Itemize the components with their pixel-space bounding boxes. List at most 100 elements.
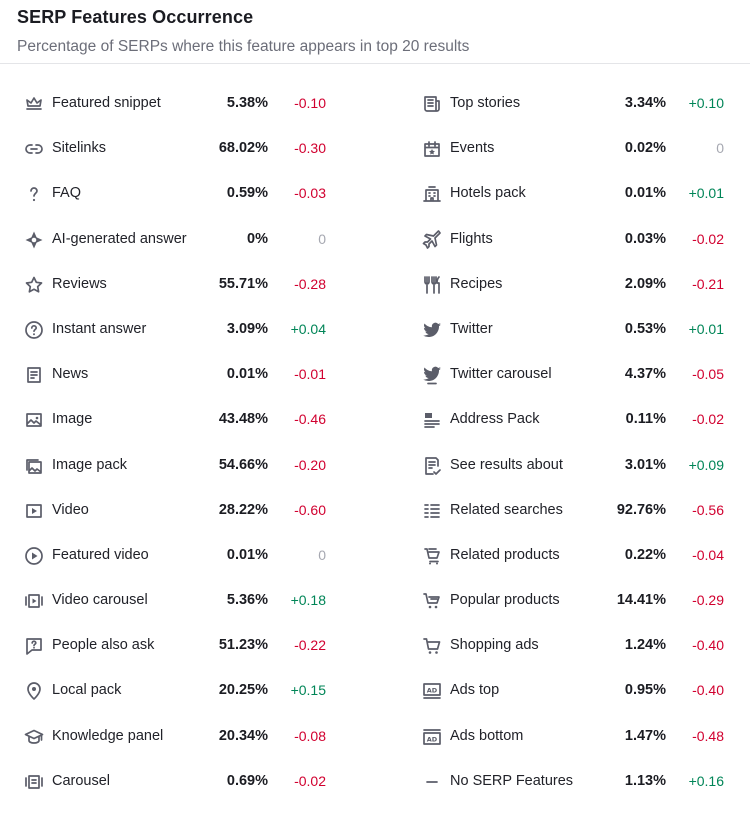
feature-row-ads-bottom: AD Ads bottom 1.47% -0.48 xyxy=(422,715,750,760)
feature-percentage: 43.48% xyxy=(218,411,268,428)
feature-row-news: News 0.01% -0.01 xyxy=(24,353,364,398)
feature-change: -0.56 xyxy=(692,501,724,518)
star-icon xyxy=(24,275,44,295)
results-about-icon xyxy=(422,456,442,476)
feature-name: Local pack xyxy=(52,682,122,699)
question-icon xyxy=(24,184,44,204)
feature-percentage: 55.71% xyxy=(218,275,268,292)
feature-row-ai-generated-answer: AI-generated answer 0% 0 xyxy=(24,218,364,263)
feature-name: Hotels pack xyxy=(450,185,526,202)
feature-percentage: 5.36% xyxy=(226,592,268,609)
feature-name: See results about xyxy=(450,456,563,473)
feature-change: -0.08 xyxy=(294,727,326,744)
feature-percentage: 5.38% xyxy=(226,95,268,111)
feature-name: Image xyxy=(52,411,93,428)
feature-percentage: 1.47% xyxy=(624,727,666,744)
feature-name: Instant answer xyxy=(52,320,147,337)
feature-percentage: 0.01% xyxy=(226,366,268,383)
feature-change: -0.10 xyxy=(294,95,326,111)
card-header: SERP Features Occurrence Percentage of S… xyxy=(0,0,750,64)
feature-row-events: Events 0.02% 0 xyxy=(422,127,750,172)
link-icon xyxy=(24,139,44,159)
feature-row-twitter-carousel: Twitter carousel 4.37% -0.05 xyxy=(422,353,750,398)
feature-change: +0.15 xyxy=(290,682,326,699)
feature-percentage: 2.09% xyxy=(624,275,666,292)
feature-name: Ads top xyxy=(450,682,500,699)
feature-row-reviews: Reviews 55.71% -0.28 xyxy=(24,263,364,308)
feature-row-related-products: Related products 0.22% -0.04 xyxy=(422,534,750,579)
newspaper-icon xyxy=(422,94,442,114)
feature-change: -0.46 xyxy=(294,411,326,428)
feature-percentage: 0.53% xyxy=(624,320,666,337)
feature-row-recipes: Recipes 2.09% -0.21 xyxy=(422,263,750,308)
list-icon xyxy=(422,501,442,521)
question-circle-icon xyxy=(24,320,44,340)
feature-row-carousel: Carousel 0.69% -0.02 xyxy=(24,760,364,805)
twitter-icon xyxy=(422,320,442,340)
feature-row-people-also-ask: People also ask 51.23% -0.22 xyxy=(24,624,364,669)
feature-change: +0.01 xyxy=(688,320,724,337)
feature-percentage: 3.34% xyxy=(624,95,666,111)
feature-change: -0.02 xyxy=(692,411,724,428)
feature-name: Twitter xyxy=(450,320,493,337)
feature-percentage: 0.02% xyxy=(624,140,666,157)
feature-change: +0.18 xyxy=(290,592,326,609)
feature-row-flights: Flights 0.03% -0.02 xyxy=(422,218,750,263)
features-column-right: Top stories 3.34% +0.10 Events 0.02% 0 Hotels … xyxy=(422,82,750,805)
card-subtitle: Percentage of SERPs where this feature a… xyxy=(17,38,470,55)
feature-percentage: 0.22% xyxy=(624,546,666,563)
feature-row-featured-snippet: Featured snippet 5.38% -0.10 xyxy=(24,82,364,127)
feature-name: Recipes xyxy=(450,275,503,292)
feature-change: -0.05 xyxy=(692,366,724,383)
feature-name: Shopping ads xyxy=(450,637,539,654)
feature-percentage: 0.59% xyxy=(226,185,268,202)
ads-bottom-icon: AD xyxy=(422,727,442,747)
feature-name: Knowledge panel xyxy=(52,727,164,744)
feature-row-see-results-about: See results about 3.01% +0.09 xyxy=(422,444,750,489)
feature-row-instant-answer: Instant answer 3.09% +0.04 xyxy=(24,308,364,353)
feature-change: +0.01 xyxy=(688,185,724,202)
feature-row-video-carousel: Video carousel 5.36% +0.18 xyxy=(24,579,364,624)
feature-row-popular-products: Popular products 14.41% -0.29 xyxy=(422,579,750,624)
feature-row-local-pack: Local pack 20.25% +0.15 xyxy=(24,669,364,714)
feature-row-shopping-ads: Shopping ads 1.24% -0.40 xyxy=(422,624,750,669)
feature-percentage: 1.24% xyxy=(624,637,666,654)
feature-change: -0.48 xyxy=(692,727,724,744)
image-pack-icon xyxy=(24,456,44,476)
feature-change: -0.40 xyxy=(692,637,724,654)
feature-percentage: 0.03% xyxy=(624,230,666,247)
feature-row-no-serp-features: No SERP Features 1.13% +0.16 xyxy=(422,760,750,805)
feature-change: 0 xyxy=(318,546,326,563)
calendar-icon xyxy=(422,139,442,159)
feature-percentage: 3.01% xyxy=(624,456,666,473)
feature-percentage: 4.37% xyxy=(624,366,666,383)
feature-name: Popular products xyxy=(450,592,560,609)
feature-row-top-stories: Top stories 3.34% +0.10 xyxy=(422,82,750,127)
feature-name: Address Pack xyxy=(450,411,540,428)
feature-change: -0.22 xyxy=(294,637,326,654)
feature-percentage: 54.66% xyxy=(218,456,268,473)
plane-icon xyxy=(422,229,442,250)
features-column-left: Featured snippet 5.38% -0.10 Sitelinks 68.02… xyxy=(24,82,364,805)
feature-name: Reviews xyxy=(52,275,107,292)
dash-icon xyxy=(422,772,442,792)
ads-top-icon: AD xyxy=(422,681,442,701)
feature-change: -0.04 xyxy=(692,546,724,563)
card-title: SERP Features Occurrence xyxy=(17,7,254,27)
feature-change: -0.02 xyxy=(294,772,326,789)
video-carousel-icon xyxy=(24,591,44,611)
carousel-icon xyxy=(24,772,44,792)
news-icon xyxy=(24,365,44,385)
feature-percentage: 14.41% xyxy=(616,592,666,609)
feature-percentage: 20.34% xyxy=(218,727,268,744)
feature-name: AI-generated answer xyxy=(52,230,187,247)
feature-row-knowledge-panel: Knowledge panel 20.34% -0.08 xyxy=(24,715,364,760)
feature-name: Twitter carousel xyxy=(450,366,552,383)
feature-percentage: 0.69% xyxy=(226,772,268,789)
feature-name: Ads bottom xyxy=(450,727,524,744)
feature-row-related-searches: Related searches 92.76% -0.56 xyxy=(422,489,750,534)
feature-percentage: 3.09% xyxy=(226,320,268,337)
feature-name: News xyxy=(52,366,89,383)
twitter-carousel-icon xyxy=(422,365,442,385)
